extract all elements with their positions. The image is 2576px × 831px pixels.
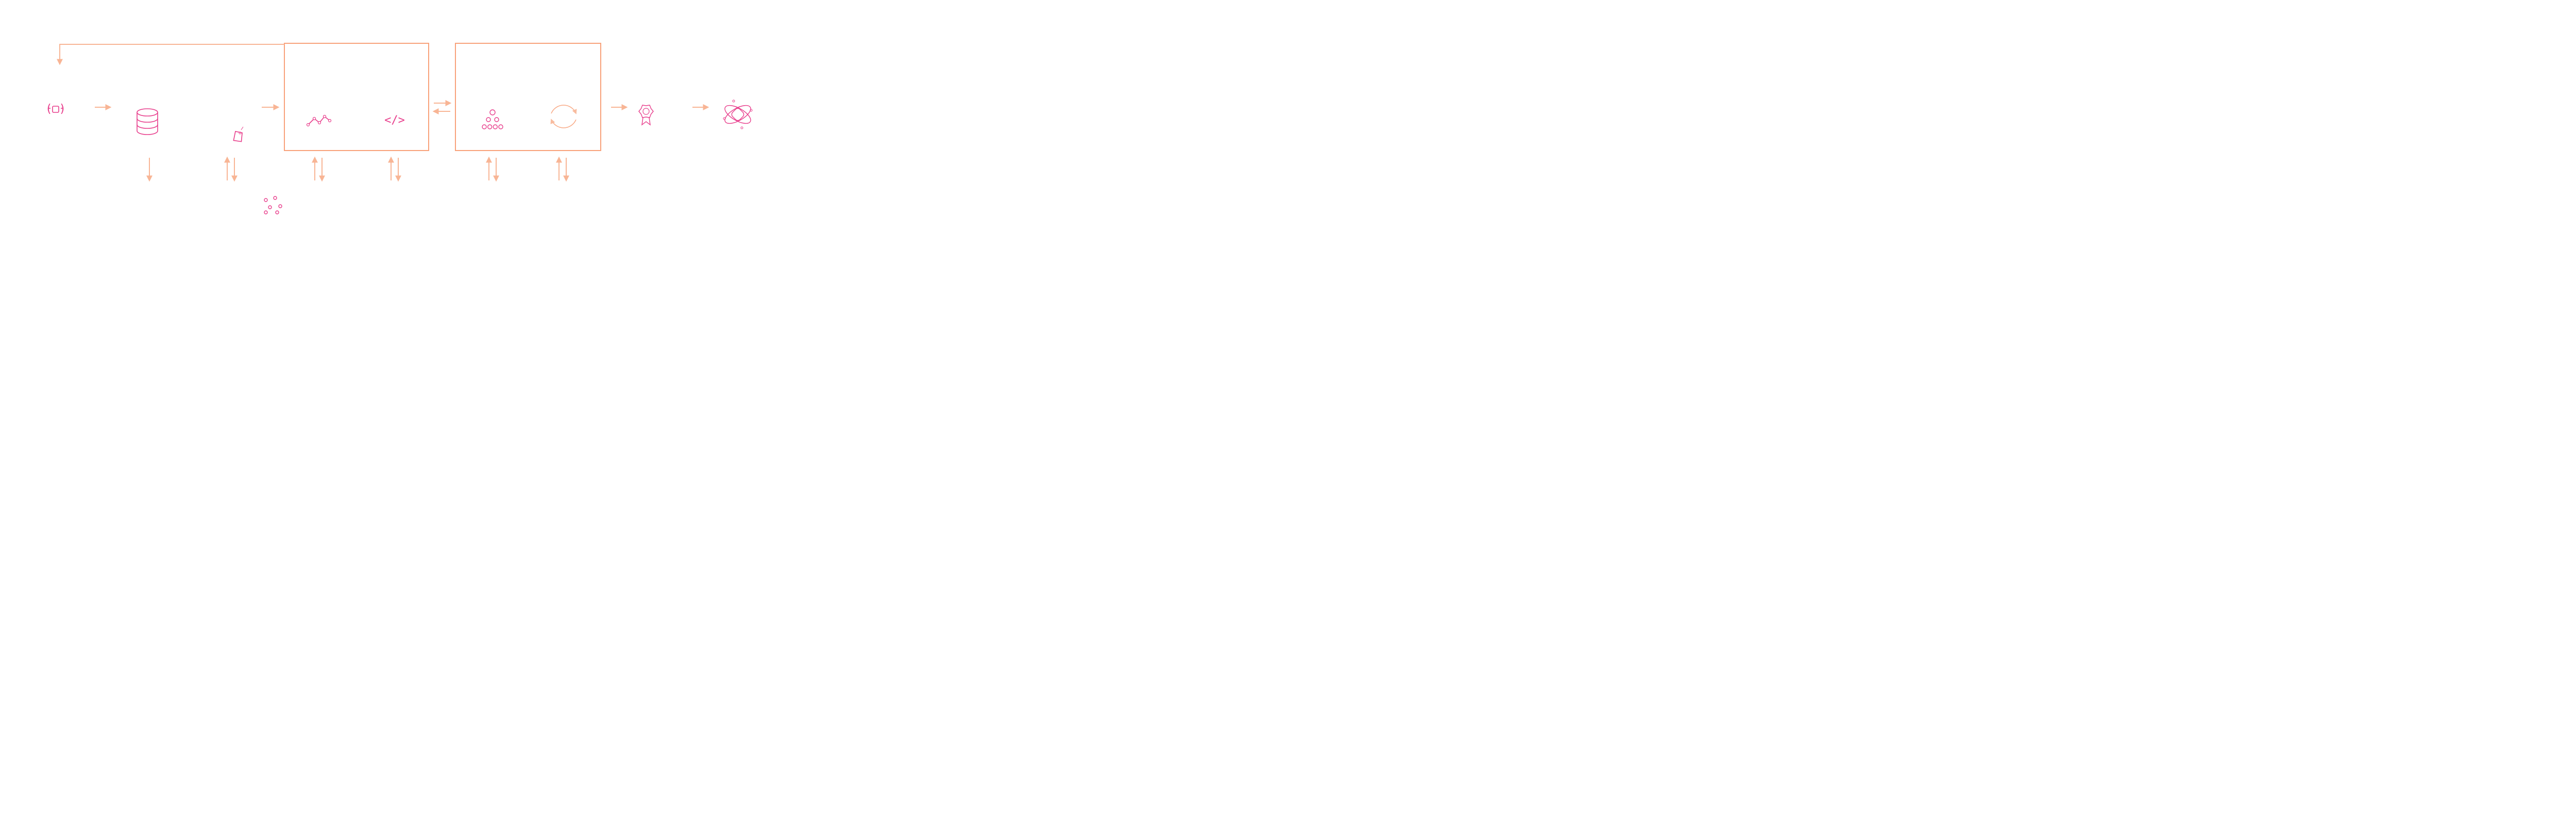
price-tag-icon: [231, 127, 244, 143]
sensor-broadcast-icon: ( ): [45, 103, 66, 115]
box-right: [455, 43, 601, 151]
svg-text:( ): ( ): [45, 103, 66, 115]
box-left: [284, 43, 429, 151]
line-graph-icon: [307, 115, 331, 126]
svg-text:</>: </>: [384, 114, 405, 127]
feedback-arrow: [60, 44, 284, 64]
award-ribbon-icon: [639, 105, 653, 125]
scatter-dots-icon: [264, 196, 282, 214]
database-icon: [137, 109, 158, 135]
circle-stack-icon: [482, 110, 503, 129]
code-icon: </>: [384, 114, 405, 127]
refresh-cycle-icon: [551, 105, 576, 128]
network-atom-icon: [722, 100, 753, 129]
